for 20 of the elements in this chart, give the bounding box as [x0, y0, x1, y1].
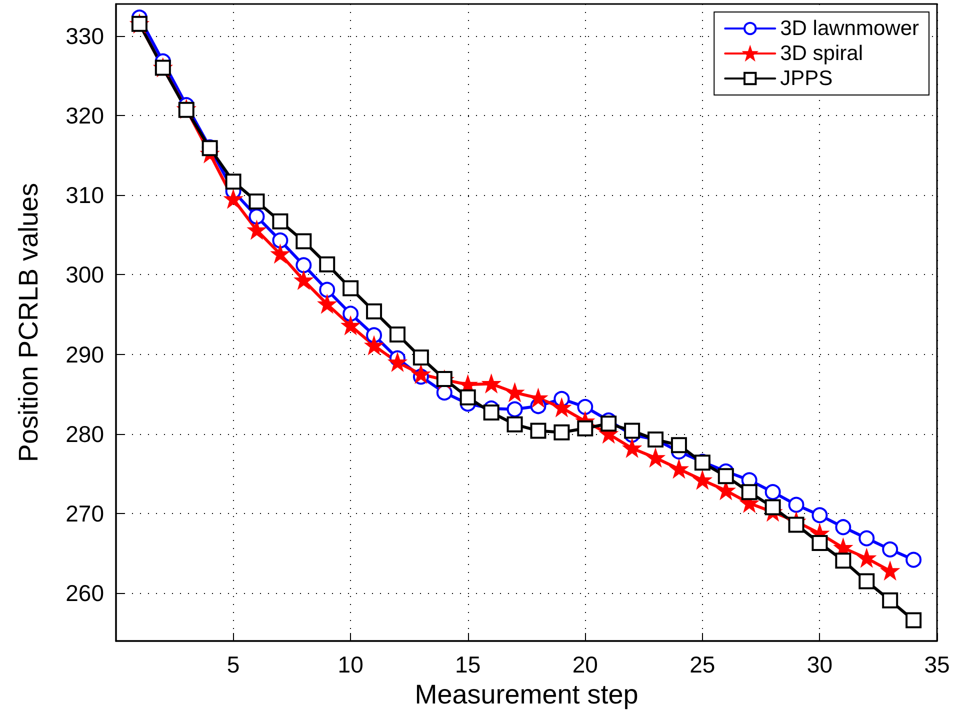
x-tick-label: 5 — [226, 652, 240, 678]
x-tick-label: 35 — [924, 652, 950, 678]
y-axis-title: Position PCRLB values — [14, 182, 44, 462]
y-tick-label: 330 — [66, 22, 104, 49]
x-tick-label: 30 — [806, 652, 833, 678]
x-tick-label: 20 — [572, 652, 598, 678]
y-tick-label: 260 — [66, 580, 104, 606]
y-tick-label: 300 — [66, 262, 104, 288]
y-tick-label: 290 — [66, 341, 104, 368]
legend-label: 3D lawnmower — [780, 17, 920, 40]
legend-label: 3D spiral — [780, 42, 863, 65]
y-tick-label: 310 — [66, 182, 104, 208]
x-axis-title: Measurement step — [414, 680, 638, 710]
x-tick-label: 15 — [455, 652, 481, 678]
y-tick-label: 270 — [66, 500, 104, 527]
x-tick-label: 10 — [338, 652, 364, 678]
x-tick-label: 25 — [690, 652, 716, 678]
y-tick-label: 280 — [66, 420, 104, 447]
y-tick-label: 320 — [66, 102, 104, 128]
legend-label: JPPS — [780, 67, 833, 90]
